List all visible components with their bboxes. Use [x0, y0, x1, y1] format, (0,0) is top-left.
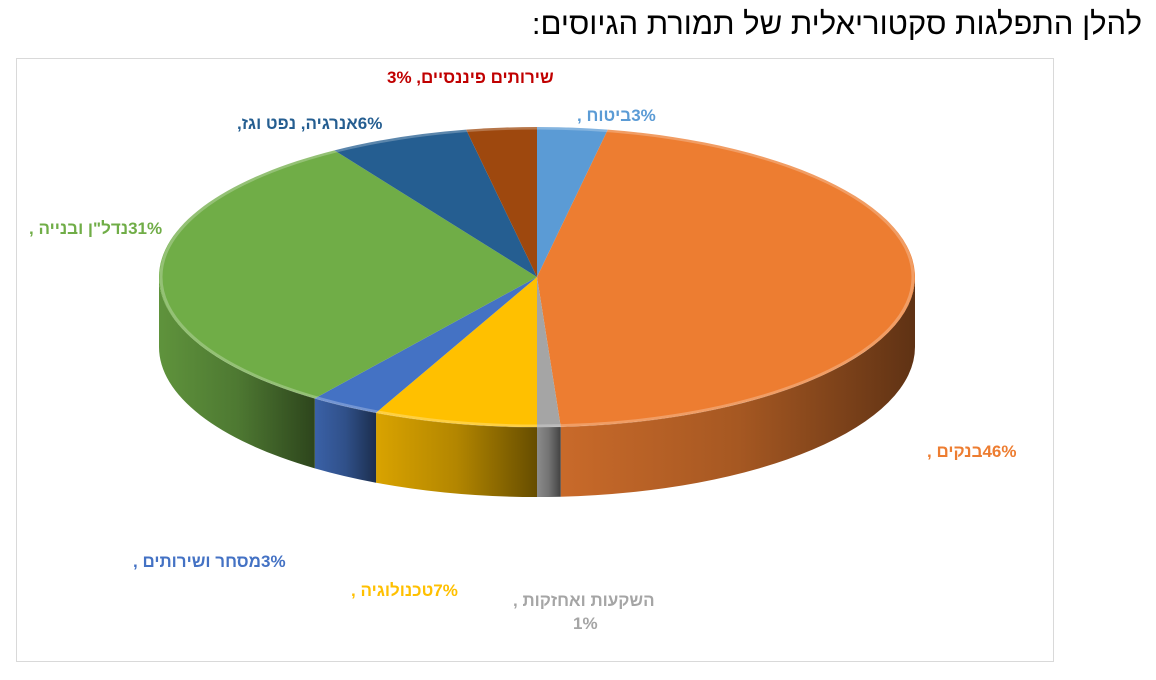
pie-slice-8 [466, 127, 537, 277]
pie-rim-highlight [159, 126, 915, 428]
label-technology: 7%טכנולוגיה , [351, 581, 458, 600]
pie-slice-1 [537, 127, 608, 277]
label-banks: 46%בנקים , [927, 442, 1017, 461]
pie-slice-5 [314, 277, 537, 413]
label-realestate: 31%נדל"ן ובנייה , [29, 219, 163, 238]
label-energy: 6%אנרגיה, נפט וגז, [237, 114, 383, 133]
label-commerce: 3%מסחר ושירותים , [133, 552, 286, 571]
pie-slice-6 [158, 150, 537, 399]
page-title: להלן התפלגות סקטוריאלית של תמורת הגיוסים… [531, 6, 1142, 41]
pie-top [158, 126, 916, 428]
pie-side-walls [159, 277, 915, 497]
pie-slice-2 [537, 129, 916, 427]
label-investments-pct: 1% [573, 614, 598, 633]
pie-slice-4 [376, 277, 537, 427]
pie-side-5 [314, 398, 377, 483]
pie-side-4 [376, 412, 537, 497]
label-financial: שירותים פיננסיים, 3% [387, 68, 554, 87]
pie-side-2 [560, 277, 915, 497]
pie-chart: 3%ביטוח , 46%בנקים , השקעות ואחזקות , 1%… [16, 58, 1054, 662]
pie-chart-svg [158, 126, 916, 497]
pie-slice-3 [537, 277, 561, 427]
pie-slice-7 [334, 129, 537, 277]
pie-side-6 [159, 277, 315, 469]
label-insurance: 3%ביטוח , [577, 106, 656, 125]
label-investments: השקעות ואחזקות , [513, 591, 655, 610]
pie-side-3 [537, 426, 561, 497]
